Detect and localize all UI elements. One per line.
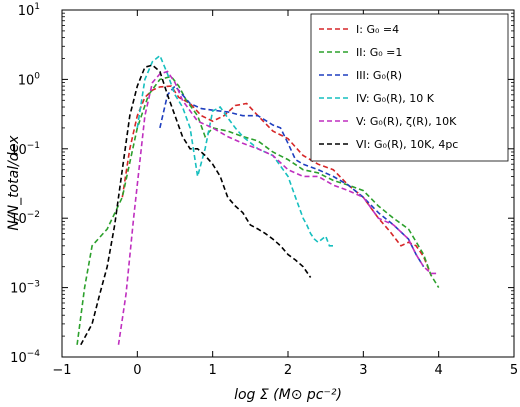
x-tick-label: 0	[133, 363, 141, 378]
legend-box	[310, 13, 509, 162]
y-tick-label: 10−3	[10, 280, 40, 297]
axis-ticks: −1 0 1 2 3 4 5 10−4 10−3 10−2 10−1 100 101	[10, 2, 518, 378]
series-line-4	[136, 54, 334, 247]
series-line-5	[117, 70, 439, 345]
y-axis-label: N/N_total/dex	[6, 135, 22, 231]
legend-entry: III: G₀(R)	[356, 69, 402, 82]
legend-entry: II: G₀ =1	[356, 46, 402, 59]
legend-entry: IV: G₀(R), 10 K	[356, 92, 435, 105]
series-line-3	[159, 84, 425, 268]
y-tick-label: 101	[18, 2, 40, 19]
x-tick-label: 4	[435, 363, 443, 378]
series-line-6	[80, 64, 312, 346]
series-line-2	[76, 75, 440, 345]
x-tick-label: 5	[510, 363, 518, 378]
x-axis-label: log Σ (M⊙ pc⁻²)	[234, 387, 342, 403]
legend-entry: I: G₀ =4	[356, 23, 399, 36]
y-tick-label: 10−2	[10, 210, 40, 227]
x-tick-label: 2	[284, 363, 292, 378]
legend-entry: V: G₀(R), ζ(R), 10K	[356, 115, 457, 128]
x-tick-label: −1	[52, 363, 71, 378]
x-tick-label: 1	[209, 363, 217, 378]
legend: I: G₀ =4 II: G₀ =1 III: G₀(R) IV: G₀(R), 10…	[310, 13, 509, 162]
y-tick-label: 100	[18, 71, 41, 88]
y-tick-label: 10−1	[10, 141, 40, 158]
series-lines	[76, 54, 440, 346]
x-tick-label: 3	[359, 363, 367, 378]
y-tick-label: 10−4	[10, 349, 40, 366]
legend-entry: VI: G₀(R), 10K, 4pc	[356, 138, 458, 151]
